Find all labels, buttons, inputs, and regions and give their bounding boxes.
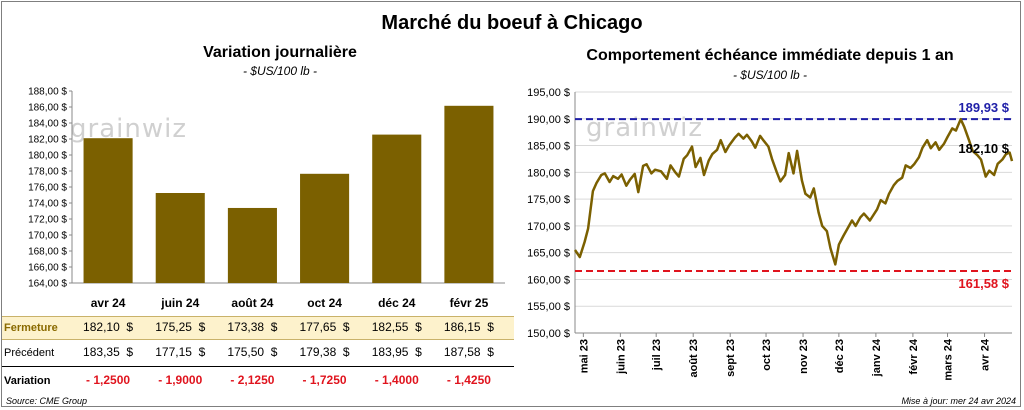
fermeture-row-highlight bbox=[2, 316, 514, 340]
update-note: Mise à jour: mer 24 avr 2024 bbox=[901, 396, 1016, 406]
left-panel-subtitle: - $US/100 lb - bbox=[242, 64, 318, 78]
source-note: Source: CME Group bbox=[6, 396, 88, 406]
page-title: Marché du boeuf à Chicago bbox=[381, 12, 643, 34]
right-panel-title: Comportement échéance immédiate depuis 1… bbox=[586, 47, 954, 64]
left-watermark: grainwiz bbox=[70, 114, 187, 144]
table-divider bbox=[2, 366, 514, 367]
right-watermark: grainwiz bbox=[586, 113, 703, 143]
left-panel-title: Variation journalière bbox=[203, 44, 357, 61]
right-panel-subtitle: - $US/100 lb - bbox=[732, 68, 808, 82]
